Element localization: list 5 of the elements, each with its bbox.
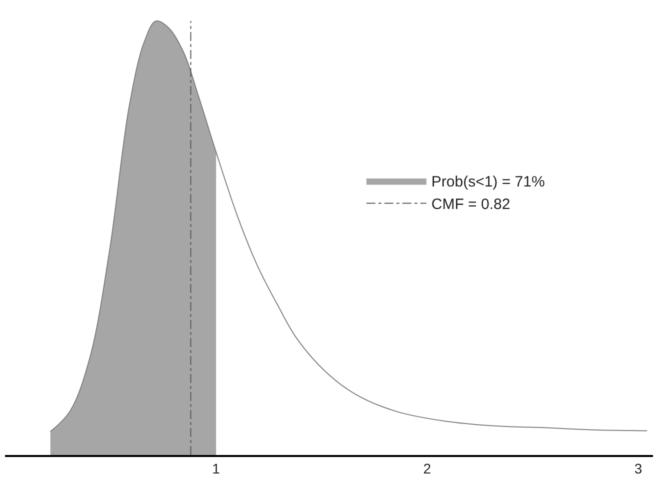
x-tick-label: 1	[212, 460, 220, 477]
x-tick-label: 2	[423, 460, 432, 477]
x-tick-label: 3	[634, 460, 642, 477]
legend-label: Prob(s<1) = 71%	[431, 174, 545, 191]
legend-label: CMF = 0.82	[431, 196, 510, 214]
